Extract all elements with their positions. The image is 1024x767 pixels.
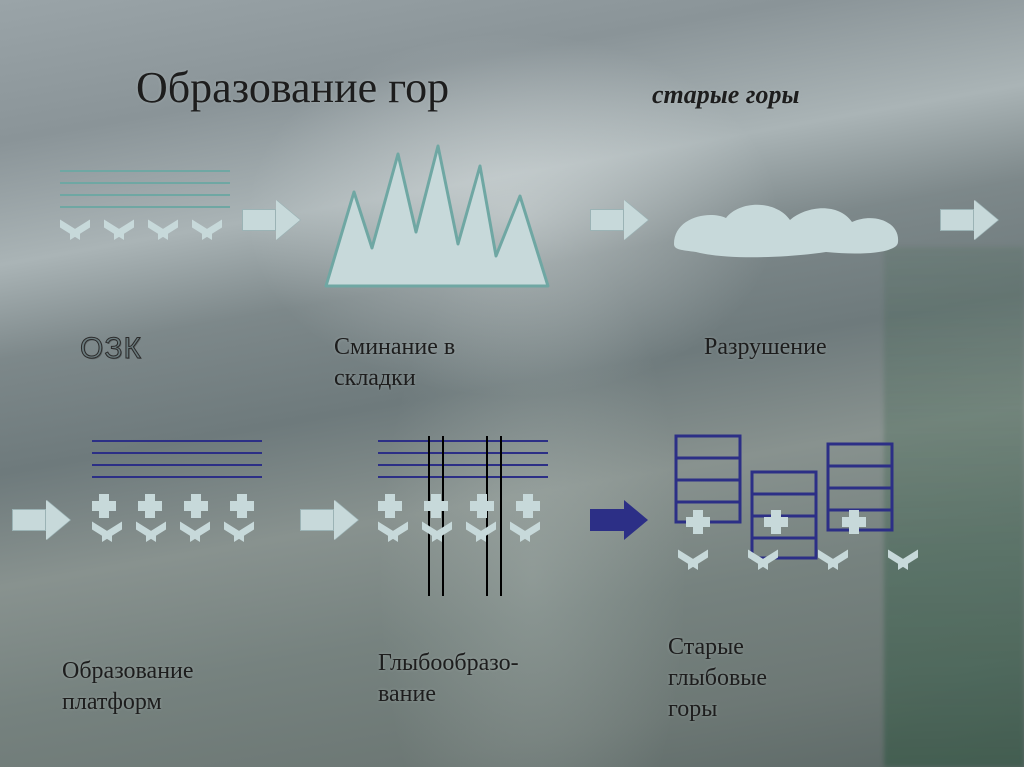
chevron-icon bbox=[180, 534, 210, 552]
chevron-row bbox=[92, 534, 262, 552]
chevron-icon bbox=[224, 534, 254, 552]
arrow-icon bbox=[590, 200, 652, 240]
plus-icon bbox=[184, 494, 208, 518]
chevron-row bbox=[60, 232, 230, 250]
plus-icon bbox=[764, 510, 788, 534]
chevron-icon bbox=[148, 232, 178, 250]
chevron-icon bbox=[136, 534, 166, 552]
plus-row bbox=[92, 494, 262, 518]
plus-row bbox=[378, 494, 548, 518]
fault-blocks-icon bbox=[668, 430, 918, 560]
stage-label-block: Глыбообразо- вание bbox=[378, 648, 519, 710]
stage-label-platform: Образование платформ bbox=[62, 656, 194, 718]
subtitle: старые горы bbox=[652, 80, 799, 110]
stage-old-block-graphic bbox=[668, 430, 918, 560]
plus-icon bbox=[378, 494, 402, 518]
arrow-icon bbox=[12, 500, 74, 540]
chevron-row bbox=[378, 534, 548, 552]
plus-row bbox=[686, 510, 866, 534]
arrow-icon bbox=[590, 500, 652, 540]
stage-label-folding: Сминание в складки bbox=[334, 332, 455, 394]
chevron-icon bbox=[192, 232, 222, 250]
arrow-icon bbox=[940, 200, 1002, 240]
plus-icon bbox=[842, 510, 866, 534]
plus-icon bbox=[92, 494, 116, 518]
chevron-icon bbox=[818, 562, 848, 580]
page-title: Образование гор bbox=[136, 62, 449, 113]
arrow-icon bbox=[300, 500, 362, 540]
plus-icon bbox=[138, 494, 162, 518]
stage-block-forming-graphic bbox=[378, 440, 548, 552]
chevron-row bbox=[678, 562, 918, 580]
chevron-icon bbox=[888, 562, 918, 580]
chevron-icon bbox=[422, 534, 452, 552]
plus-icon bbox=[230, 494, 254, 518]
chevron-icon bbox=[678, 562, 708, 580]
chevron-icon bbox=[378, 534, 408, 552]
mountain-peaks-icon bbox=[320, 136, 558, 292]
chevron-icon bbox=[510, 534, 540, 552]
chevron-icon bbox=[104, 232, 134, 250]
stage-layers-graphic bbox=[60, 170, 230, 250]
plus-icon bbox=[516, 494, 540, 518]
ozk-label: ОЗК bbox=[80, 332, 142, 366]
strata-lines-navy bbox=[92, 440, 262, 478]
chevron-icon bbox=[466, 534, 496, 552]
stage-label-destruction: Разрушение bbox=[704, 332, 827, 363]
eroded-mountain-icon bbox=[666, 170, 906, 260]
plus-icon bbox=[470, 494, 494, 518]
arrow-icon bbox=[242, 200, 304, 240]
stage-platform-graphic bbox=[92, 440, 262, 552]
strata-lines bbox=[60, 170, 230, 208]
plus-icon bbox=[424, 494, 448, 518]
strata-lines-navy bbox=[378, 440, 548, 478]
chevron-icon bbox=[60, 232, 90, 250]
plus-icon bbox=[686, 510, 710, 534]
stage-label-old-block: Старые глыбовые горы bbox=[668, 632, 767, 726]
chevron-icon bbox=[748, 562, 778, 580]
chevron-icon bbox=[92, 534, 122, 552]
